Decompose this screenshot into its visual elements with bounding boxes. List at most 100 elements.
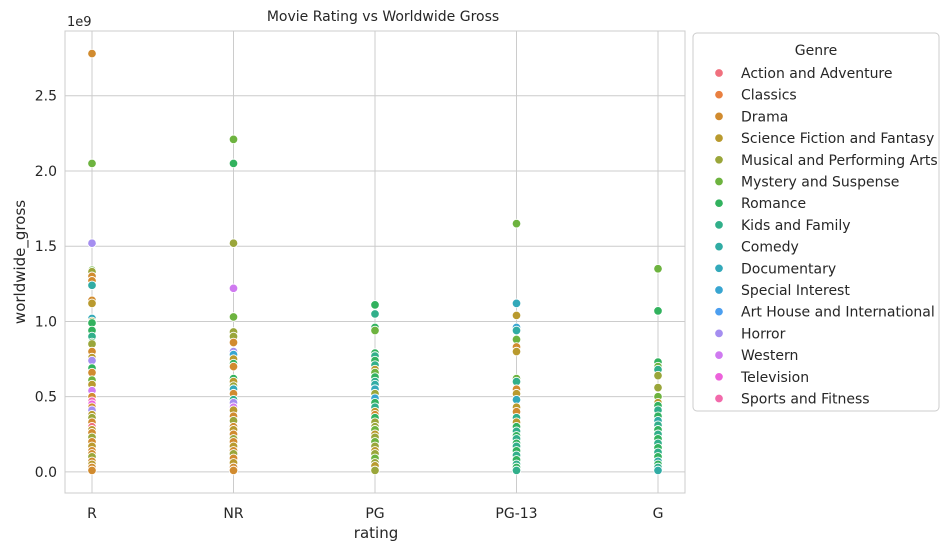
data-point	[228, 361, 239, 372]
y-tick-label: 0.0	[35, 465, 57, 481]
legend-marker	[714, 350, 724, 360]
y-tick-label: 0.5	[35, 390, 57, 406]
legend-item: Television	[714, 370, 809, 386]
legend-label: Art House and International	[741, 305, 935, 321]
legend-item: Musical and Performing Arts	[714, 153, 938, 169]
legend-label: Classics	[741, 88, 797, 104]
data-point	[228, 337, 239, 348]
legend-marker	[714, 263, 724, 274]
data-point	[653, 264, 663, 274]
data-point	[87, 465, 97, 476]
data-point	[370, 325, 380, 336]
legend-item: Mystery and Suspense	[714, 175, 899, 191]
legend-label: Kids and Family	[741, 218, 851, 234]
legend-marker	[714, 306, 724, 317]
legend-marker	[714, 241, 724, 252]
legend-item: Art House and International	[714, 305, 935, 321]
data-point	[653, 370, 663, 381]
x-tick-label: PG-13	[495, 506, 537, 522]
legend-item: Special Interest	[714, 283, 850, 299]
data-point	[511, 218, 522, 229]
legend-item: Drama	[714, 109, 788, 125]
data-point	[370, 300, 380, 310]
legend-label: Mystery and Suspense	[741, 175, 899, 191]
data-point	[511, 465, 522, 476]
data-point	[228, 465, 239, 476]
legend-title: Genre	[795, 43, 837, 59]
legend-item: Kids and Family	[714, 218, 851, 234]
legend-item: Western	[714, 348, 798, 364]
y-axis-label: worldwide_gross	[11, 200, 30, 324]
legend-label: Sports and Fitness	[741, 392, 870, 408]
legend-marker	[714, 155, 724, 165]
x-tick-label: G	[653, 506, 664, 522]
legend-marker	[714, 133, 724, 143]
data-point	[511, 310, 522, 321]
data-point	[87, 298, 97, 309]
legend-marker	[714, 198, 724, 208]
y-tick-label: 1.0	[35, 314, 57, 330]
legend-label: Comedy	[741, 240, 799, 256]
legend-label: Western	[741, 348, 798, 364]
legend-items: Action and Adventure Classics Drama Science…	[714, 66, 938, 408]
data-point	[228, 312, 239, 322]
x-axis-label: rating	[354, 524, 398, 542]
data-point	[87, 158, 97, 169]
data-point	[228, 158, 239, 169]
legend-label: Romance	[741, 196, 806, 212]
x-tick-label: PG	[365, 506, 384, 522]
data-point	[228, 238, 239, 248]
legend-label: Horror	[741, 326, 786, 342]
legend-marker	[714, 176, 724, 187]
data-point	[511, 298, 522, 309]
y-offset-label: 1e9	[67, 15, 92, 30]
legend-marker	[714, 89, 724, 100]
legend-item: Romance	[714, 196, 806, 212]
legend-label: Documentary	[741, 261, 836, 277]
data-point	[228, 283, 239, 294]
legend-label: Special Interest	[741, 283, 850, 299]
legend-label: Television	[740, 370, 809, 386]
legend-marker	[714, 328, 724, 339]
legend-marker	[714, 393, 724, 404]
legend-item: Documentary	[714, 261, 836, 277]
data-point	[511, 346, 522, 357]
y-tick-label: 1.5	[35, 239, 57, 255]
legend-item: Classics	[714, 88, 797, 104]
legend-item: Comedy	[714, 240, 799, 256]
data-point	[87, 238, 97, 248]
data-point	[511, 325, 522, 336]
legend-marker	[714, 220, 724, 230]
data-point	[228, 134, 239, 145]
y-tick-label: 2.5	[35, 89, 57, 105]
data-point	[653, 465, 663, 476]
legend-box	[692, 32, 940, 412]
legend-marker	[714, 111, 724, 122]
x-axis-ticks: R NR PG PG-13 G	[87, 506, 663, 522]
data-points	[87, 48, 663, 476]
data-point	[653, 306, 663, 316]
legend-label: Action and Adventure	[741, 66, 893, 82]
data-point	[87, 48, 97, 59]
data-point	[653, 382, 663, 393]
data-point	[370, 465, 380, 476]
y-tick-label: 2.0	[35, 164, 57, 180]
legend-marker	[714, 372, 724, 382]
legend-label: Drama	[741, 109, 788, 125]
legend-label: Musical and Performing Arts	[741, 153, 938, 169]
x-tick-label: R	[87, 506, 97, 522]
legend-item: Sports and Fitness	[714, 392, 870, 408]
x-tick-label: NR	[223, 506, 243, 522]
legend-item: Science Fiction and Fantasy	[714, 131, 934, 147]
data-point	[370, 309, 380, 319]
y-axis-ticks: 0.0 0.5 1.0 1.5 2.0 2.5	[35, 89, 57, 481]
legend-marker	[714, 68, 724, 78]
legend-marker	[714, 285, 724, 295]
legend-label: Science Fiction and Fantasy	[741, 131, 934, 147]
chart-title: Movie Rating vs Worldwide Gross	[267, 9, 499, 25]
legend: Genre Action and Adventure Classics Drama S…	[692, 32, 940, 412]
legend-item: Action and Adventure	[714, 66, 893, 82]
legend-item: Horror	[714, 326, 786, 342]
data-point	[87, 280, 97, 291]
